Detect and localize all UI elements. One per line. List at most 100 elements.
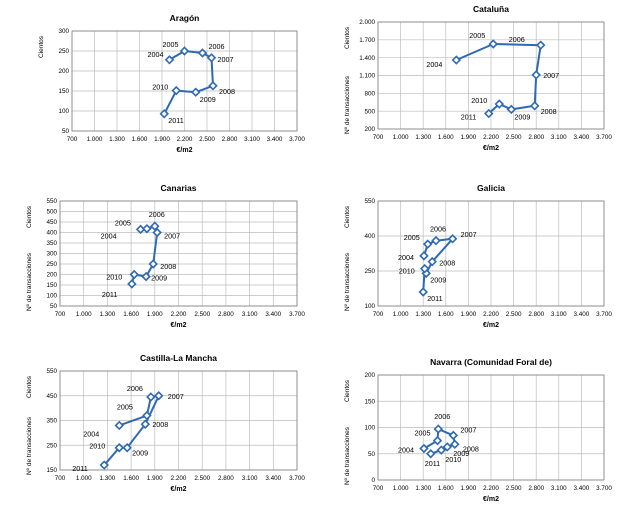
x-tick-label: 2.500 — [194, 311, 210, 318]
y-tick-label: 400 — [364, 233, 375, 240]
x-tick-label: 3.400 — [574, 134, 590, 141]
x-tick-label: 3.100 — [551, 485, 567, 492]
y-tick-label: 350 — [46, 418, 57, 425]
y-tick-label: 500 — [46, 209, 57, 216]
x-tick-label: 1.600 — [438, 311, 454, 318]
data-point-year-label: 2010 — [399, 267, 415, 276]
x-tick-label: 2.800 — [528, 485, 544, 492]
data-point-year-label: 2009 — [453, 449, 469, 458]
data-point-year-label: 2005 — [115, 219, 131, 228]
data-point-year-label: 2010 — [152, 83, 168, 92]
plot-frame — [377, 21, 605, 130]
x-tick-label: 700 — [55, 475, 66, 482]
x-tick-label: 1.900 — [461, 485, 477, 492]
data-point-year-label: 2008 — [541, 107, 557, 116]
data-point-year-label: 2008 — [219, 87, 235, 96]
y-axis-label: Nº de transacciones — [344, 426, 351, 485]
x-tick-label: 1.900 — [147, 311, 163, 318]
plot-frame — [377, 374, 605, 481]
x-tick-label: 2.800 — [528, 134, 544, 141]
data-point-marker — [419, 251, 429, 261]
x-tick-label: 2.200 — [177, 136, 193, 143]
y-tick-label: 1.100 — [359, 73, 375, 80]
data-point-marker — [141, 271, 151, 282]
data-point-marker — [208, 81, 218, 91]
data-point-year-label: 2008 — [152, 420, 168, 429]
data-point-marker — [451, 55, 462, 65]
y-tick-label: 150 — [46, 282, 57, 289]
y-axis-label: Nº de transacciones — [26, 416, 33, 475]
data-point-year-label: 2011 — [427, 294, 442, 303]
data-point-year-label: 2011 — [102, 290, 117, 299]
data-point-year-label: 2007 — [461, 230, 477, 239]
y-tick-label: 550 — [46, 198, 57, 205]
x-tick-label: 1.000 — [76, 311, 92, 318]
x-tick-label: 2.500 — [506, 311, 522, 318]
x-tick-label: 700 — [373, 485, 384, 492]
y-tick-label: 100 — [364, 303, 375, 310]
x-tick-label: 2.800 — [528, 311, 544, 318]
data-point-marker — [432, 435, 443, 446]
x-tick-label: 1.000 — [393, 485, 409, 492]
data-point-marker — [150, 221, 160, 231]
x-axis-label: €/m2 — [483, 145, 499, 152]
x-tick-label: 3.700 — [289, 311, 305, 318]
x-tick-label: 3.700 — [596, 311, 612, 318]
x-tick-label: 1.900 — [154, 136, 170, 143]
y-tick-label: 2.000 — [359, 19, 375, 26]
data-point-year-label: 2004 — [83, 429, 99, 438]
x-tick-label: 1.300 — [109, 136, 125, 143]
data-point-marker — [529, 101, 540, 111]
data-point-marker — [129, 269, 139, 280]
data-point-year-label: 2011 — [425, 459, 440, 468]
x-tick-label: 2.200 — [171, 475, 187, 482]
y-tick-label: 400 — [46, 230, 57, 237]
x-tick-label: 2.800 — [222, 136, 238, 143]
y-tick-label: 200 — [364, 372, 375, 379]
y-tick-label: 250 — [58, 48, 69, 55]
data-point-marker — [450, 439, 460, 450]
data-point-year-label: 2009 — [430, 275, 446, 284]
y-axis-units: Cientos — [344, 26, 351, 49]
x-tick-label: 1.900 — [461, 134, 477, 141]
data-point-year-label: 2008 — [439, 259, 455, 268]
y-axis-label: Nº de transacciones — [26, 252, 33, 311]
data-point-marker — [506, 104, 517, 115]
x-tick-label: 2.200 — [483, 485, 499, 492]
x-tick-label: 700 — [373, 134, 384, 141]
x-tick-label: 700 — [373, 311, 384, 318]
y-tick-label: 800 — [364, 91, 375, 98]
data-point-year-label: 2005 — [404, 233, 420, 242]
x-tick-label: 1.000 — [87, 136, 103, 143]
x-tick-label: 1.000 — [393, 134, 409, 141]
x-tick-label: 3.700 — [289, 136, 305, 143]
data-point-marker — [122, 442, 132, 453]
x-tick-label: 700 — [55, 311, 66, 318]
data-point-year-label: 2004 — [101, 231, 117, 240]
x-tick-label: 1.900 — [147, 475, 163, 482]
data-point-year-label: 2008 — [463, 444, 479, 453]
data-point-marker — [488, 39, 498, 49]
data-point-year-label: 2010 — [471, 96, 487, 105]
data-point-marker — [447, 234, 458, 244]
x-tick-label: 3.400 — [265, 311, 281, 318]
data-point-marker — [146, 392, 156, 402]
data-point-marker — [494, 99, 505, 109]
x-tick-label: 3.400 — [574, 311, 590, 318]
data-point-marker — [159, 109, 169, 119]
y-tick-label: 100 — [364, 425, 375, 432]
x-axis-label: €/m2 — [171, 486, 187, 493]
y-axis-units: Cientos — [38, 35, 45, 58]
x-axis-label: €/m2 — [483, 322, 499, 329]
y-tick-label: 200 — [46, 272, 57, 279]
x-tick-label: 1.600 — [438, 134, 454, 141]
chart-title: Castilla-La Mancha — [140, 353, 217, 363]
x-tick-label: 3.400 — [267, 136, 283, 143]
data-point-year-label: 2006 — [209, 42, 225, 51]
data-point-year-label: 2011 — [168, 116, 183, 125]
x-tick-label: 1.000 — [76, 475, 92, 482]
data-point-year-label: 2007 — [168, 392, 184, 401]
y-tick-label: 200 — [364, 126, 375, 133]
data-point-marker — [127, 279, 137, 289]
data-point-year-label: 2009 — [200, 95, 216, 104]
